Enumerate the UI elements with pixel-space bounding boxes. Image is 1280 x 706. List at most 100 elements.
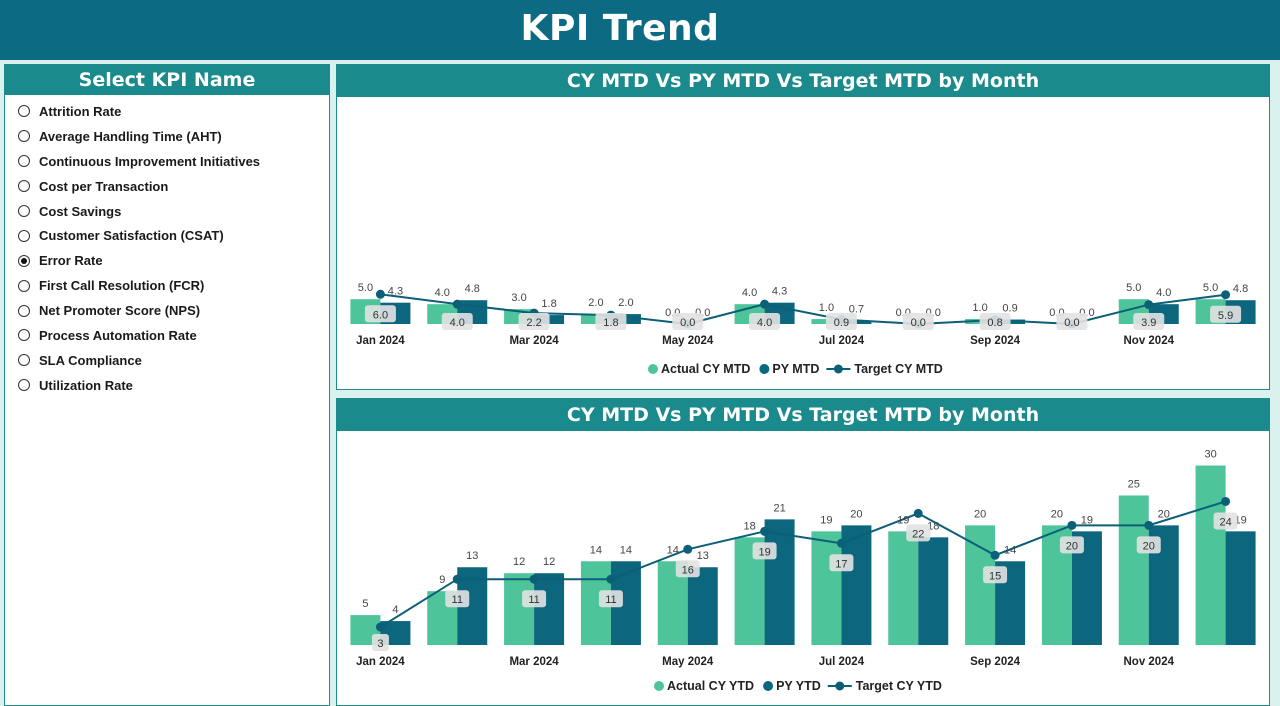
x-tick-label: May 2024 bbox=[662, 656, 714, 668]
bar-actual bbox=[1118, 495, 1149, 645]
actual-data-label: 25 bbox=[1128, 478, 1140, 490]
radio-button[interactable] bbox=[18, 155, 30, 168]
target-data-label: 17 bbox=[835, 558, 847, 570]
kpi-option-label: Utilization Rate bbox=[39, 377, 133, 393]
target-data-label: 11 bbox=[528, 594, 539, 606]
target-point bbox=[683, 544, 693, 554]
kpi-option[interactable]: Process Automation Rate bbox=[5, 323, 329, 348]
target-label-box bbox=[902, 313, 934, 330]
bar-actual bbox=[1195, 465, 1226, 645]
mtd-chart: 5.0 4.3 4.0 4.83.0 1.8 2.0 2.00.0 0.04.0 4.31.0 0… bbox=[350, 282, 1256, 376]
radio-button[interactable] bbox=[18, 254, 30, 267]
legend-label: PY MTD bbox=[772, 362, 819, 376]
radio-button[interactable] bbox=[18, 304, 30, 317]
legend-marker-py bbox=[763, 681, 774, 691]
kpi-option-label: Cost Savings bbox=[39, 203, 122, 219]
target-label-box bbox=[749, 313, 781, 330]
kpi-option-label: Customer Satisfaction (CSAT) bbox=[39, 228, 224, 244]
py-data-label: 14 bbox=[1004, 544, 1016, 556]
actual-data-label: 3.0 bbox=[511, 292, 526, 304]
kpi-option-label: Average Handling Time (AHT) bbox=[39, 128, 222, 144]
kpi-option[interactable]: Error Rate bbox=[5, 248, 329, 273]
target-label-box bbox=[445, 590, 470, 608]
x-tick-label: Nov 2024 bbox=[1123, 656, 1174, 668]
bar-py bbox=[687, 567, 718, 645]
legend-label: Actual CY YTD bbox=[667, 679, 754, 693]
actual-data-label: 9 bbox=[439, 574, 445, 586]
page-title: KPI Trend bbox=[520, 8, 720, 49]
kpi-option-label: Attrition Rate bbox=[39, 103, 122, 119]
actual-data-label: 5.0 bbox=[1126, 282, 1141, 294]
actual-data-label: 19 bbox=[897, 514, 909, 526]
bar-py bbox=[534, 573, 565, 645]
target-data-label: 19 bbox=[758, 546, 770, 558]
radio-button[interactable] bbox=[18, 180, 30, 193]
radio-button[interactable] bbox=[18, 229, 30, 242]
bar-actual bbox=[965, 525, 996, 645]
x-tick-label: Jan 2024 bbox=[356, 656, 405, 668]
bar-py bbox=[1225, 531, 1256, 645]
target-label-box bbox=[522, 590, 547, 608]
kpi-option-label: First Call Resolution (FCR) bbox=[39, 278, 205, 294]
kpi-option[interactable]: Customer Satisfaction (CSAT) bbox=[5, 223, 329, 248]
radio-button[interactable] bbox=[18, 354, 30, 367]
kpi-option[interactable]: Cost per Transaction bbox=[5, 174, 329, 199]
actual-data-label: 4.0 bbox=[742, 287, 757, 299]
ytd-chart-panel: CY MTD Vs PY MTD Vs Target MTD by Month … bbox=[336, 398, 1270, 706]
target-label-box bbox=[1210, 305, 1242, 323]
py-data-label: 20 bbox=[1158, 508, 1170, 520]
target-data-label: 0.9 bbox=[834, 317, 849, 329]
actual-data-label: 20 bbox=[1051, 508, 1063, 520]
kpi-option[interactable]: Average Handling Time (AHT) bbox=[5, 124, 329, 149]
kpi-option[interactable]: Cost Savings bbox=[5, 199, 329, 224]
kpi-slicer-panel: Select KPI Name Attrition Rate Average Ha… bbox=[4, 64, 330, 706]
target-data-label: 0.0 bbox=[680, 317, 695, 329]
target-label-box bbox=[752, 542, 777, 560]
legend-label: PY YTD bbox=[776, 679, 821, 693]
header-bar: KPI Trend bbox=[0, 0, 1280, 60]
kpi-option[interactable]: Net Promoter Score (NPS) bbox=[5, 298, 329, 323]
target-point bbox=[452, 574, 462, 584]
actual-data-label: 14 bbox=[590, 544, 602, 556]
radio-button[interactable] bbox=[18, 130, 30, 143]
kpi-option-label: Continuous Improvement Initiatives bbox=[39, 153, 261, 169]
py-data-label: 4.8 bbox=[1233, 283, 1248, 295]
target-label-box bbox=[371, 634, 389, 651]
target-point bbox=[1144, 520, 1154, 530]
target-data-label: 11 bbox=[605, 594, 616, 606]
target-point bbox=[375, 622, 385, 632]
x-tick-label: Mar 2024 bbox=[509, 656, 559, 668]
radio-button[interactable] bbox=[18, 105, 30, 118]
x-tick-label: Sep 2024 bbox=[970, 335, 1020, 347]
target-label-box bbox=[518, 313, 550, 330]
chart-title: CY MTD Vs PY MTD Vs Target MTD by Month bbox=[337, 399, 1269, 431]
actual-data-label: 30 bbox=[1204, 449, 1216, 461]
kpi-option[interactable]: Utilization Rate bbox=[5, 373, 329, 398]
radio-button[interactable] bbox=[18, 379, 30, 392]
target-label-box bbox=[1056, 313, 1088, 330]
target-data-label: 22 bbox=[912, 528, 924, 540]
x-tick-label: Nov 2024 bbox=[1123, 335, 1174, 347]
kpi-option[interactable]: First Call Resolution (FCR) bbox=[5, 273, 329, 298]
py-data-label: 13 bbox=[697, 550, 709, 562]
target-label-box bbox=[364, 305, 396, 323]
actual-data-label: 19 bbox=[820, 514, 832, 526]
target-label-box bbox=[906, 524, 931, 542]
legend-marker-actual bbox=[654, 681, 664, 691]
radio-button[interactable] bbox=[18, 205, 30, 217]
actual-data-label: 1.0 bbox=[819, 302, 834, 314]
radio-button[interactable] bbox=[18, 329, 30, 342]
actual-data-label: 5.0 bbox=[1203, 282, 1218, 294]
target-data-label: 4.0 bbox=[757, 317, 772, 329]
actual-data-label: 5 bbox=[362, 598, 368, 610]
kpi-option[interactable]: SLA Compliance bbox=[5, 348, 329, 373]
target-label-box bbox=[1133, 313, 1165, 330]
radio-button[interactable] bbox=[18, 279, 30, 292]
py-data-label: 4.0 bbox=[1156, 287, 1171, 299]
kpi-option[interactable]: Attrition Rate bbox=[5, 99, 329, 124]
x-tick-label: Jul 2024 bbox=[819, 335, 865, 347]
target-label-box bbox=[825, 313, 857, 330]
kpi-option[interactable]: Continuous Improvement Initiatives bbox=[5, 149, 329, 174]
target-label-box bbox=[672, 313, 704, 330]
